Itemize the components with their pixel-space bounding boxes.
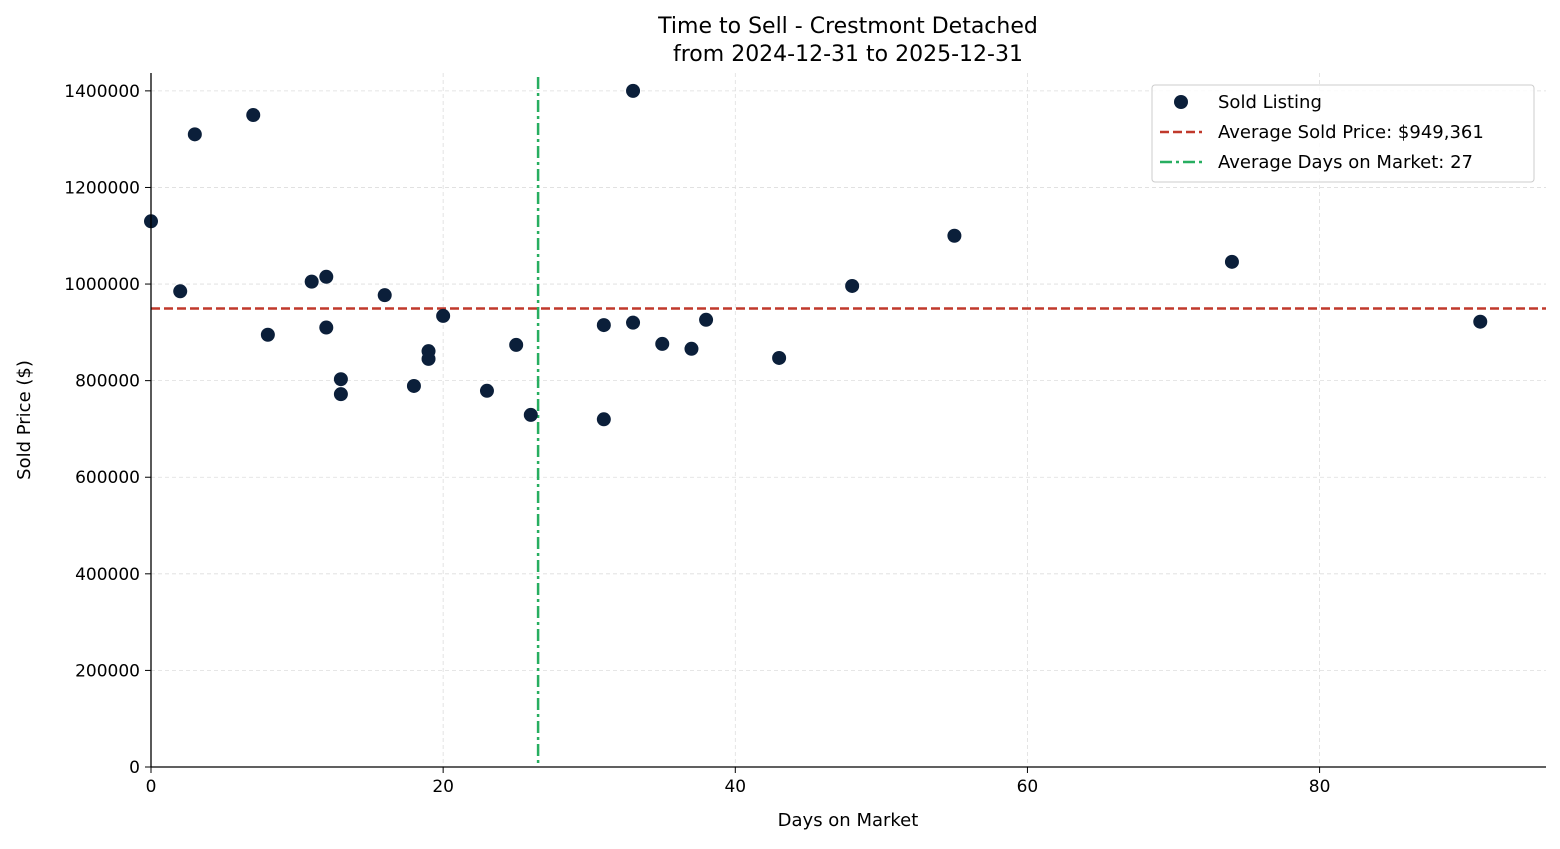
data-point <box>479 383 494 398</box>
chart-subtitle: from 2024-12-31 to 2025-12-31 <box>673 42 1023 67</box>
data-point <box>260 327 275 342</box>
data-point <box>333 387 348 402</box>
data-point <box>436 308 451 323</box>
chart-title: Time to Sell - Crestmont Detached <box>657 14 1038 39</box>
legend: Sold Listing Average Sold Price: $949,36… <box>1151 84 1535 183</box>
data-point <box>845 278 860 293</box>
x-tick-label: 0 <box>146 777 157 797</box>
legend-label-avg-days: Average Days on Market: 27 <box>1218 152 1473 173</box>
y-tick-label: 1200000 <box>64 178 140 198</box>
data-point <box>319 269 334 284</box>
y-tick-label: 200000 <box>75 661 140 681</box>
y-tick-label: 0 <box>129 758 140 778</box>
data-point <box>684 341 699 356</box>
data-point <box>626 83 641 98</box>
legend-marker-sold <box>1174 95 1188 109</box>
data-point <box>655 336 670 351</box>
reference-lines <box>151 77 1546 767</box>
y-axis-label: Sold Price ($) <box>14 360 35 480</box>
axes: 0 20 40 60 80 0 200000 400000 600000 800000 100000… <box>64 73 1546 797</box>
data-point <box>523 407 538 422</box>
data-point <box>699 312 714 327</box>
y-tick-label: 1000000 <box>64 275 140 295</box>
data-point <box>406 378 421 393</box>
data-point <box>246 108 261 123</box>
data-point <box>772 350 787 365</box>
data-point <box>509 337 524 352</box>
data-point <box>304 274 319 289</box>
x-tick-label: 60 <box>1017 777 1039 797</box>
data-point <box>173 284 188 299</box>
x-tick-label: 40 <box>724 777 746 797</box>
data-point <box>596 412 611 427</box>
y-tick-label: 400000 <box>75 565 140 585</box>
x-tick-label: 20 <box>432 777 454 797</box>
x-tick-label: 80 <box>1309 777 1331 797</box>
data-point <box>1224 254 1239 269</box>
data-point <box>319 320 334 335</box>
data-point <box>596 318 611 333</box>
legend-box <box>1151 84 1535 183</box>
y-tick-label: 600000 <box>75 468 140 488</box>
legend-label-avg-price: Average Sold Price: $949,361 <box>1218 122 1484 143</box>
data-point <box>1473 314 1488 329</box>
y-tick-label: 1400000 <box>64 82 140 102</box>
data-point <box>421 351 436 366</box>
legend-label-sold: Sold Listing <box>1218 92 1322 113</box>
x-axis-label: Days on Market <box>778 810 919 831</box>
data-point <box>187 127 202 142</box>
y-tick-label: 800000 <box>75 372 140 392</box>
data-point <box>947 228 962 243</box>
data-point <box>626 315 641 330</box>
data-point <box>377 288 392 303</box>
data-points <box>144 83 1488 427</box>
data-point <box>333 372 348 387</box>
